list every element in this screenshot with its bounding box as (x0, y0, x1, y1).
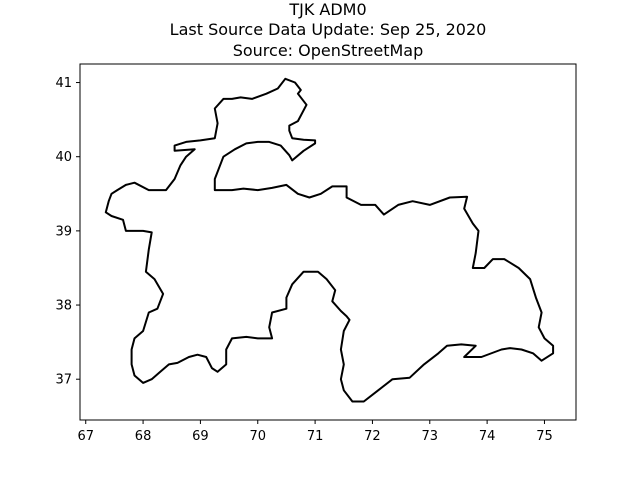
y-tick-label: 41 (55, 76, 72, 91)
y-tick-label: 38 (55, 299, 72, 314)
plot-area (79, 63, 577, 421)
y-tick-label: 40 (55, 150, 72, 165)
x-tick-label: 75 (536, 429, 553, 444)
x-tick-label: 67 (77, 429, 94, 444)
x-tick-label: 73 (422, 429, 439, 444)
title-line-2: Last Source Data Update: Sep 25, 2020 (170, 20, 487, 39)
x-tick-label: 72 (364, 429, 381, 444)
axes-frame (79, 63, 577, 421)
x-tick-label: 71 (307, 429, 324, 444)
title-line-1: TJK ADM0 (288, 0, 366, 19)
title-line-3: Source: OpenStreetMap (233, 41, 424, 60)
x-tick-label: 70 (249, 429, 266, 444)
country-boundary-line (104, 77, 555, 403)
y-axis: 37 38 39 40 41 (55, 76, 80, 388)
x-axis: 67 68 69 70 71 72 73 74 75 (77, 420, 553, 444)
x-tick-label: 69 (192, 429, 209, 444)
x-tick-label: 68 (135, 429, 152, 444)
x-tick-label: 74 (479, 429, 496, 444)
y-tick-label: 39 (55, 224, 72, 239)
y-tick-label: 37 (55, 373, 72, 388)
